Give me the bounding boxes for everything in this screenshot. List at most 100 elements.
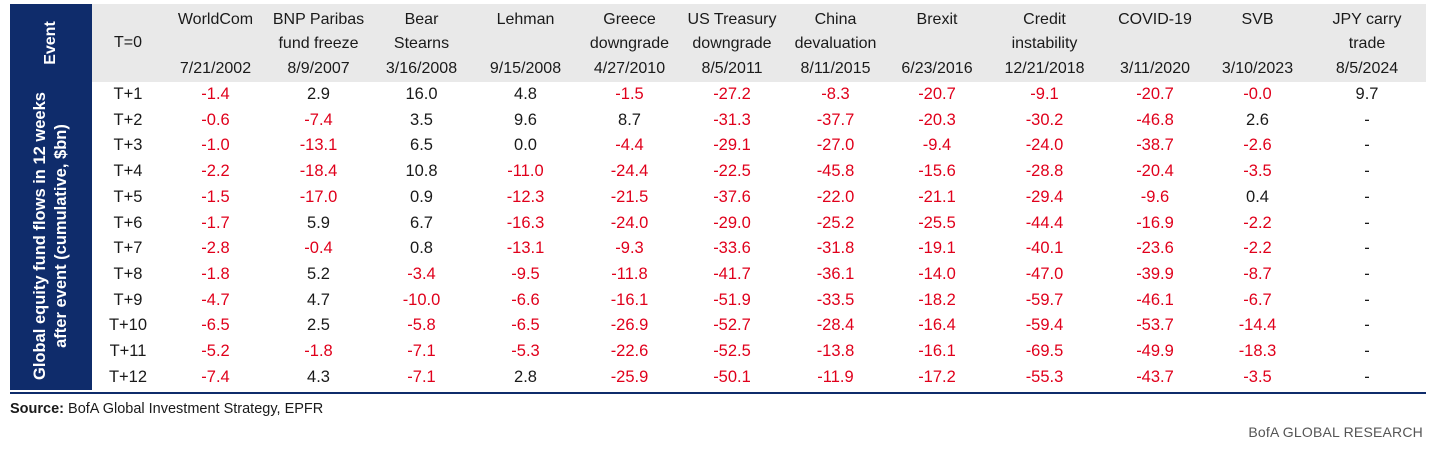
flow-value-cell: -12.3 xyxy=(506,187,545,206)
row-label: T+6 xyxy=(113,213,143,232)
flow-value-cell: -52.5 xyxy=(713,342,751,361)
bottom-rule xyxy=(10,392,1426,394)
flow-value-cell: 5.9 xyxy=(307,213,330,232)
event-name: SVB xyxy=(1241,11,1274,28)
flow-value-cell: 2.6 xyxy=(1246,110,1269,129)
flow-value-cell: -13.1 xyxy=(299,136,338,155)
flow-value-cell: -5.3 xyxy=(511,342,540,361)
table-row: T+4 -2.2 -18.4 10.8 -11.0 -24.4 -22.5 -45.8 -15.… xyxy=(92,159,1426,185)
event-name: COVID-19 xyxy=(1118,11,1192,28)
flow-value-cell: -36.1 xyxy=(816,264,855,283)
flow-value-cell: 5.2 xyxy=(307,264,330,283)
row-label: T+8 xyxy=(113,264,143,283)
event-side-label: Event xyxy=(42,21,59,65)
flow-value-cell: -2.2 xyxy=(201,162,230,181)
flow-value-cell: -9.4 xyxy=(922,136,952,155)
flow-value-cell: -11.9 xyxy=(817,367,854,386)
flow-value-cell: - xyxy=(1364,162,1370,181)
flow-value-cell: -10.0 xyxy=(402,290,441,309)
header-band xyxy=(92,4,1426,82)
flow-value-cell: -31.8 xyxy=(816,239,855,258)
flow-value-cell: -45.8 xyxy=(816,162,855,181)
flow-value-cell: -14.4 xyxy=(1238,316,1277,335)
flow-value-cell: -53.7 xyxy=(1136,316,1174,335)
flow-value-cell: -16.1 xyxy=(610,290,649,309)
flow-value-cell: -13.1 xyxy=(506,239,545,258)
flow-value-cell: -16.9 xyxy=(1136,213,1174,232)
flow-value-cell: 4.8 xyxy=(514,85,537,103)
flow-value-cell: -18.2 xyxy=(918,290,956,309)
equity-flows-table: T=0 WorldCom 7/21/2002 BNP Paribas fund fre… xyxy=(92,4,1426,390)
row-label: T+11 xyxy=(109,342,147,361)
event-header: BNP Paribas fund freeze 8/9/2007 xyxy=(267,4,370,82)
event-date: 12/21/2018 xyxy=(1004,60,1085,77)
flow-value-cell: -6.7 xyxy=(1243,290,1272,309)
event-date: 8/5/2024 xyxy=(1335,60,1399,77)
flow-value-cell: 0.0 xyxy=(514,136,537,155)
table-row: T+2 -0.6 -7.4 3.5 9.6 8.7 -31.3 -37.7 -20.3 -30.2… xyxy=(92,108,1426,134)
event-date: 8/11/2015 xyxy=(800,60,871,77)
flow-value-cell: -39.9 xyxy=(1136,264,1174,283)
flow-value-cell: -29.1 xyxy=(713,136,751,155)
flow-value-cell: -44.4 xyxy=(1025,213,1064,232)
flow-value-cell: -46.8 xyxy=(1136,110,1174,129)
flow-value-cell: -7.4 xyxy=(201,367,230,386)
flow-value-cell: -11.0 xyxy=(507,162,544,181)
row-label: T+3 xyxy=(113,136,143,155)
row-label: T+9 xyxy=(113,290,143,309)
flow-value-cell: 9.7 xyxy=(1355,85,1379,103)
flow-value-cell: -11.8 xyxy=(611,264,648,283)
flow-value-cell: - xyxy=(1364,239,1370,258)
t0-header: T=0 xyxy=(92,4,164,82)
flow-value-cell: - xyxy=(1364,187,1370,206)
event-header: Lehman 9/15/2008 xyxy=(473,4,578,82)
event-header: US Treasury downgrade 8/5/2011 xyxy=(681,4,783,82)
row-label: T+2 xyxy=(113,110,143,129)
flow-value-cell: 8.7 xyxy=(618,110,641,129)
flow-value-cell: 2.8 xyxy=(514,367,537,386)
flow-value-cell: 6.7 xyxy=(410,213,433,232)
flow-value-cell: -16.1 xyxy=(918,342,956,361)
flow-value-cell: -21.1 xyxy=(918,187,956,206)
flow-value-cell: -27.0 xyxy=(816,136,855,155)
flow-value-cell: -16.3 xyxy=(506,213,545,232)
header-row: T=0 WorldCom 7/21/2002 BNP Paribas fund fre… xyxy=(92,4,1426,82)
flow-value-cell: -43.7 xyxy=(1136,367,1174,386)
flow-value-cell: -2.6 xyxy=(1243,136,1272,155)
flow-value-cell: - xyxy=(1364,213,1370,232)
event-name: Lehman xyxy=(496,11,555,28)
event-name: China devaluation xyxy=(794,11,877,52)
flow-value-cell: -51.9 xyxy=(713,290,751,309)
flow-value-cell: -20.7 xyxy=(1136,85,1174,103)
flow-value-cell: 16.0 xyxy=(405,85,438,103)
flow-value-cell: -16.4 xyxy=(918,316,956,335)
event-header: SVB 3/10/2023 xyxy=(1207,4,1308,82)
flow-value-cell: -40.1 xyxy=(1025,239,1064,258)
table-row: T+8 -1.8 5.2 -3.4 -9.5 -11.8 -41.7 -36.1 -14.0 -4… xyxy=(92,262,1426,288)
flows-side-label-box: Global equity fund flows in 12 weeks afte… xyxy=(10,82,92,390)
flow-value-cell: -25.2 xyxy=(816,213,855,232)
flow-value-cell: -1.8 xyxy=(304,342,333,361)
event-header: Credit instability 12/21/2018 xyxy=(986,4,1103,82)
event-name: Brexit xyxy=(916,11,958,28)
flow-value-cell: -26.9 xyxy=(610,316,649,335)
source-text: BofA Global Investment Strategy, EPFR xyxy=(64,401,324,417)
flow-value-cell: -4.7 xyxy=(201,290,230,309)
event-header: JPY carry trade 8/5/2024 xyxy=(1308,4,1426,82)
flow-value-cell: -37.6 xyxy=(713,187,751,206)
flow-value-cell: -9.1 xyxy=(1030,85,1059,103)
table-row: T+10 -6.5 2.5 -5.8 -6.5 -26.9 -52.7 -28.4 -16.4 -… xyxy=(92,313,1426,339)
flow-value-cell: -7.1 xyxy=(407,367,436,386)
flow-value-cell: -3.4 xyxy=(407,264,436,283)
flow-value-cell: -52.7 xyxy=(713,316,751,335)
flow-value-cell: -33.6 xyxy=(713,239,751,258)
source-note: Source: BofA Global Investment Strategy,… xyxy=(10,401,323,417)
table-row: T+3 -1.0 -13.1 6.5 0.0 -4.4 -29.1 -27.0 -9.4 -24.… xyxy=(92,133,1426,159)
flow-value-cell: -41.7 xyxy=(713,264,751,283)
flow-value-cell: -2.2 xyxy=(1243,213,1272,232)
flow-value-cell: -6.5 xyxy=(511,316,540,335)
flow-value-cell: -14.0 xyxy=(918,264,956,283)
event-header: COVID-19 3/11/2020 xyxy=(1103,4,1207,82)
event-name: Bear Stearns xyxy=(393,11,450,52)
flow-value-cell: - xyxy=(1364,290,1370,309)
